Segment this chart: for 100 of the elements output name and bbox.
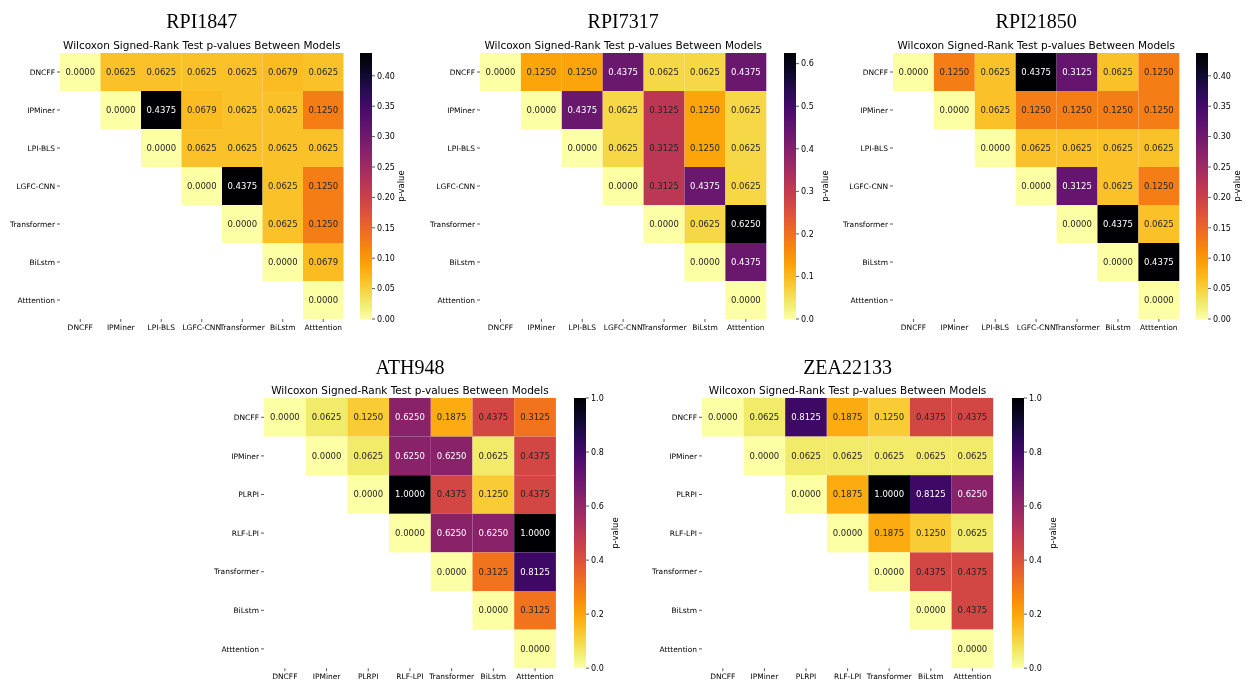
data-label: 0.0000 [395, 528, 425, 539]
data-label: 0.0000 [485, 66, 516, 77]
data-label: 0.0625 [730, 142, 761, 153]
data-label: 0.8125 [915, 489, 946, 500]
data-label: 0.0000 [730, 294, 761, 305]
chart-subtitle: Wilcoxon Signed-Rank Test p-values Between Models [897, 39, 1175, 51]
data-label: 0.1875 [436, 412, 467, 423]
color-bar-label: 0.0 [591, 664, 604, 673]
color-bar-title: p-value [1232, 170, 1242, 202]
data-label: 0.3125 [478, 566, 509, 577]
color-bar-label: 0.25 [377, 162, 395, 172]
data-label: 0.0625 [608, 142, 639, 153]
data-label: 0.1250 [308, 104, 339, 115]
chart-subtitle: Wilcoxon Signed-Rank Test p-values Between Models [62, 39, 341, 51]
data-label: 0.1250 [526, 66, 557, 77]
color-bar-label: 0.8 [1029, 447, 1042, 457]
data-label: 0.0625 [186, 66, 217, 77]
data-label: 0.0625 [146, 66, 177, 77]
data-label: 0.0625 [957, 450, 988, 461]
color-bar-label: 0.10 [1213, 254, 1231, 263]
data-label: 0.0625 [690, 66, 720, 77]
color-bar-label: 0.35 [377, 102, 395, 111]
data-label: 0.0625 [311, 412, 342, 423]
color-bar-label: 0.40 [377, 71, 395, 81]
data-label: 0.0625 [608, 104, 639, 115]
data-label: 0.0625 [874, 450, 905, 461]
data-label: 0.0000 [267, 256, 298, 267]
data-label: 0.4375 [730, 66, 761, 77]
data-label: 0.1250 [567, 66, 598, 77]
data-label: 0.1250 [690, 142, 720, 153]
data-label: 0.1250 [308, 218, 339, 229]
color-bar-label: 0.25 [1213, 162, 1231, 172]
data-label: 0.0625 [308, 66, 339, 77]
data-label: 0.0625 [227, 104, 258, 115]
color-bar-label: 0.8 [591, 447, 604, 457]
data-label: 0.0000 [526, 104, 557, 115]
data-label: 0.4375 [436, 489, 467, 500]
color-bar-label: 0.6 [591, 501, 604, 511]
data-label: 0.0625 [730, 104, 761, 115]
data-label: 0.6250 [478, 528, 509, 539]
data-label: 0.3125 [649, 180, 679, 191]
data-label: 0.0625 [267, 142, 298, 153]
data-label: 0.1250 [915, 528, 946, 539]
color-bar-label: 0.5 [801, 102, 814, 111]
color-bar-label: 0.15 [1213, 223, 1231, 233]
data-label: 0.0625 [749, 412, 780, 423]
data-label: 0.8125 [520, 566, 550, 577]
color-bar-label: 0.4 [1029, 555, 1042, 565]
data-label: 0.4375 [730, 256, 761, 267]
color-bar-label: 0.30 [377, 132, 395, 142]
data-label: 0.0000 [915, 605, 946, 616]
data-label: 0.0000 [1143, 294, 1174, 305]
data-label: 0.0625 [267, 180, 298, 191]
data-label: 0.4375 [957, 412, 988, 423]
data-label: 0.0000 [65, 66, 96, 77]
data-label: 0.1250 [1143, 180, 1174, 191]
chart-subtitle: Wilcoxon Signed-Rank Test p-values Between Models [271, 384, 549, 396]
data-label: 0.4375 [608, 66, 639, 77]
chart-subtitle: Wilcoxon Signed-Rank Test p-values Between Models [708, 384, 987, 396]
data-label: 0.0625 [1062, 142, 1092, 153]
data-label: 0.0000 [186, 180, 217, 191]
data-label: 0.0625 [267, 104, 298, 115]
data-label: 0.0625 [267, 218, 298, 229]
data-label: 0.1250 [1143, 104, 1174, 115]
data-label: 0.1250 [939, 66, 970, 77]
data-label: 0.0000 [311, 450, 342, 461]
color-bar-label: 0.6 [1029, 501, 1042, 511]
color-bar-label: 0.15 [377, 223, 395, 233]
color-bar-label: 0.2 [1029, 609, 1042, 619]
data-label: 0.0625 [649, 66, 679, 77]
data-label: 0.4375 [227, 180, 258, 191]
data-label: 0.4375 [478, 412, 509, 423]
color-bar-label: 0.40 [1213, 71, 1231, 81]
color-bar-label: 0.1 [801, 272, 814, 282]
chart-subtitle: Wilcoxon Signed-Rank Test p-values Between Models [484, 39, 762, 51]
data-label: 0.0000 [980, 142, 1011, 153]
data-label: 0.0000 [1021, 180, 1052, 191]
data-label: 0.0000 [791, 489, 821, 500]
data-label: 0.1250 [1103, 104, 1133, 115]
data-label: 0.4375 [520, 489, 550, 500]
data-label: 0.0625 [791, 450, 821, 461]
data-label: 0.4375 [957, 605, 988, 616]
data-label: 0.0000 [707, 412, 738, 423]
data-label: 0.0000 [749, 450, 780, 461]
color-bar-label: 0.4 [591, 555, 604, 565]
data-label: 0.0000 [1103, 256, 1133, 267]
color-bar-label: 0.6 [801, 59, 814, 69]
data-label: 0.1250 [1062, 104, 1092, 115]
data-label: 0.0000 [1062, 218, 1092, 229]
data-label: 0.4375 [1103, 218, 1133, 229]
data-label: 0.3125 [520, 412, 550, 423]
data-label: 0.3125 [520, 605, 550, 616]
data-label: 0.4375 [1021, 66, 1052, 77]
color-bar-label: 0.30 [1213, 132, 1231, 142]
data-label: 0.0625 [227, 142, 258, 153]
chart-title: RPI21850 [995, 10, 1077, 32]
data-label: 0.1250 [1021, 104, 1052, 115]
color-bar-label: 0.3 [801, 187, 814, 197]
data-label: 0.0625 [1021, 142, 1052, 153]
data-label: 0.6250 [957, 489, 988, 500]
